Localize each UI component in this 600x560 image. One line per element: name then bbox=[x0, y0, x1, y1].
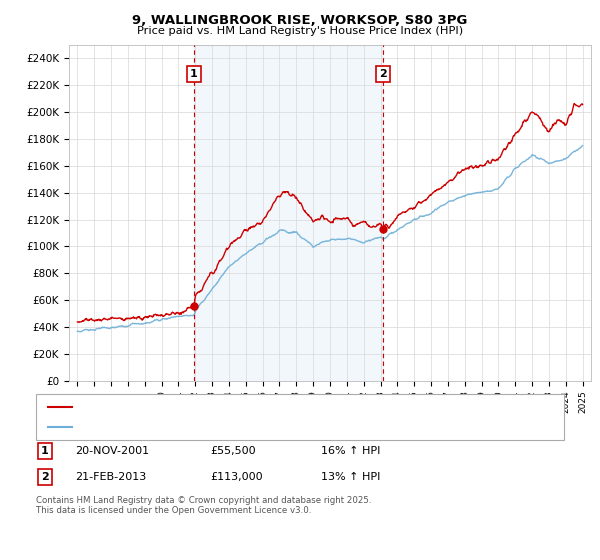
Text: 1: 1 bbox=[41, 446, 49, 456]
Text: Contains HM Land Registry data © Crown copyright and database right 2025.
This d: Contains HM Land Registry data © Crown c… bbox=[36, 496, 371, 515]
Bar bbox=[194, 45, 383, 381]
Text: 21-FEB-2013: 21-FEB-2013 bbox=[75, 472, 146, 482]
Text: £113,000: £113,000 bbox=[210, 472, 263, 482]
Text: 9, WALLINGBROOK RISE, WORKSOP, S80 3PG: 9, WALLINGBROOK RISE, WORKSOP, S80 3PG bbox=[133, 14, 467, 27]
Text: 13% ↑ HPI: 13% ↑ HPI bbox=[321, 472, 380, 482]
Text: 1: 1 bbox=[190, 69, 197, 80]
Text: 20-NOV-2001: 20-NOV-2001 bbox=[75, 446, 149, 456]
Text: 16% ↑ HPI: 16% ↑ HPI bbox=[321, 446, 380, 456]
Text: 2: 2 bbox=[41, 472, 49, 482]
Text: 9, WALLINGBROOK RISE, WORKSOP, S80 3PG (semi-detached house): 9, WALLINGBROOK RISE, WORKSOP, S80 3PG (… bbox=[81, 402, 440, 412]
Text: £55,500: £55,500 bbox=[210, 446, 256, 456]
Text: 2: 2 bbox=[379, 69, 387, 80]
Text: Price paid vs. HM Land Registry's House Price Index (HPI): Price paid vs. HM Land Registry's House … bbox=[137, 26, 463, 36]
Text: HPI: Average price, semi-detached house, Bassetlaw: HPI: Average price, semi-detached house,… bbox=[81, 422, 355, 432]
